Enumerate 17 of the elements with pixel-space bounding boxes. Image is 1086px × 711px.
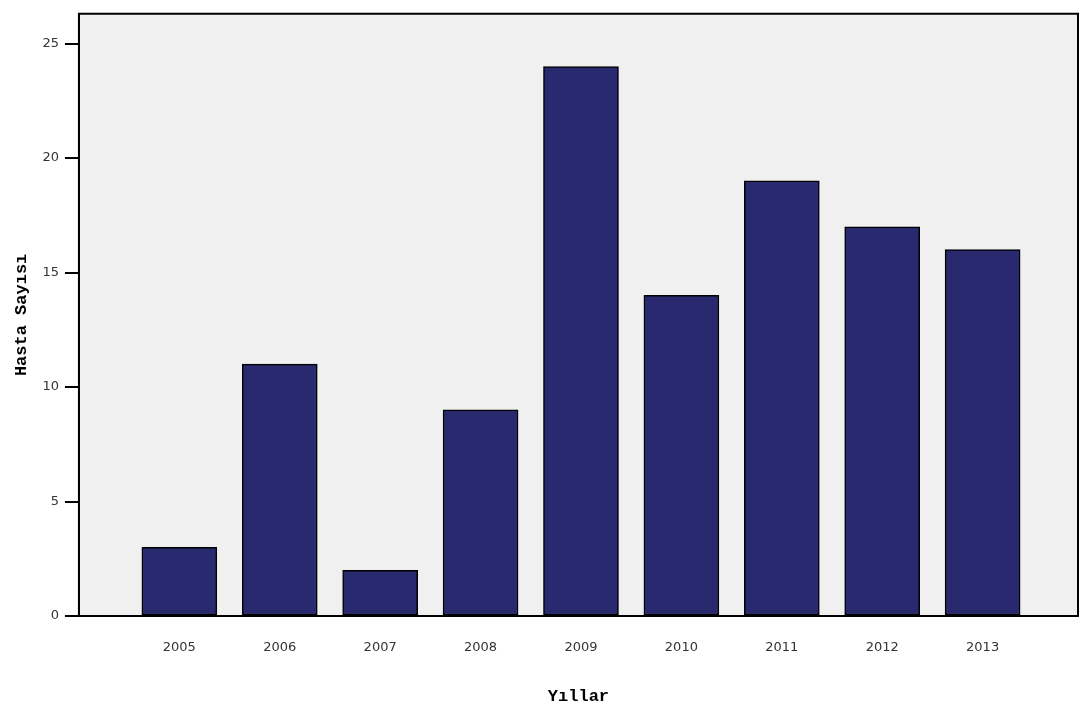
x-axis-title: Yıllar: [547, 687, 610, 707]
y-tick-label: 15: [42, 263, 59, 279]
x-tick-label: 2013: [966, 639, 1000, 655]
x-tick-label: 2012: [865, 639, 899, 655]
x-tick-label: 2009: [564, 639, 598, 655]
x-tick-label: 2005: [162, 639, 196, 655]
y-tick-label: 10: [42, 378, 59, 394]
x-tick-label: 2006: [263, 639, 297, 655]
y-axis-title: Hasta Sayısı: [12, 253, 32, 377]
y-tick-label: 0: [50, 607, 59, 623]
x-tick-label: 2011: [765, 639, 799, 655]
x-tick-label: 2007: [363, 639, 397, 655]
x-tick-label: 2010: [664, 639, 698, 655]
y-tick-label: 25: [42, 34, 59, 50]
x-tick-label: 2008: [464, 639, 498, 655]
y-tick-label: 5: [50, 492, 59, 508]
y-tick-label: 20: [42, 149, 59, 165]
